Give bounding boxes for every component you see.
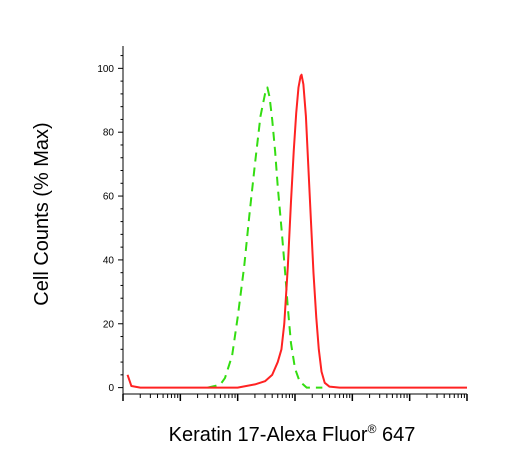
x-axis-label-tail: 647	[376, 424, 415, 446]
x-axis-label: Keratin 17-Alexa Fluor® 647	[169, 422, 416, 446]
x-axis-label-registered-mark: ®	[368, 422, 377, 436]
y-tick-label: 100	[97, 64, 114, 75]
y-axis-label: Cell Counts (% Max)	[31, 122, 53, 305]
y-tick-label: 80	[103, 128, 115, 139]
y-tick-label: 0	[108, 383, 114, 394]
x-axis-label-main: Keratin 17-Alexa Fluor	[169, 424, 368, 446]
y-tick-label: 40	[103, 255, 115, 266]
sample-histogram-line	[126, 73, 467, 389]
series-layer	[126, 73, 467, 389]
x-axis-ticks	[122, 394, 468, 401]
y-axis-ticks: 0 20 40 60 80 100	[97, 55, 123, 394]
control-histogram-line	[207, 86, 323, 389]
y-tick-label: 20	[103, 319, 115, 330]
plot-frame	[122, 46, 467, 395]
y-tick-label: 60	[103, 192, 115, 203]
